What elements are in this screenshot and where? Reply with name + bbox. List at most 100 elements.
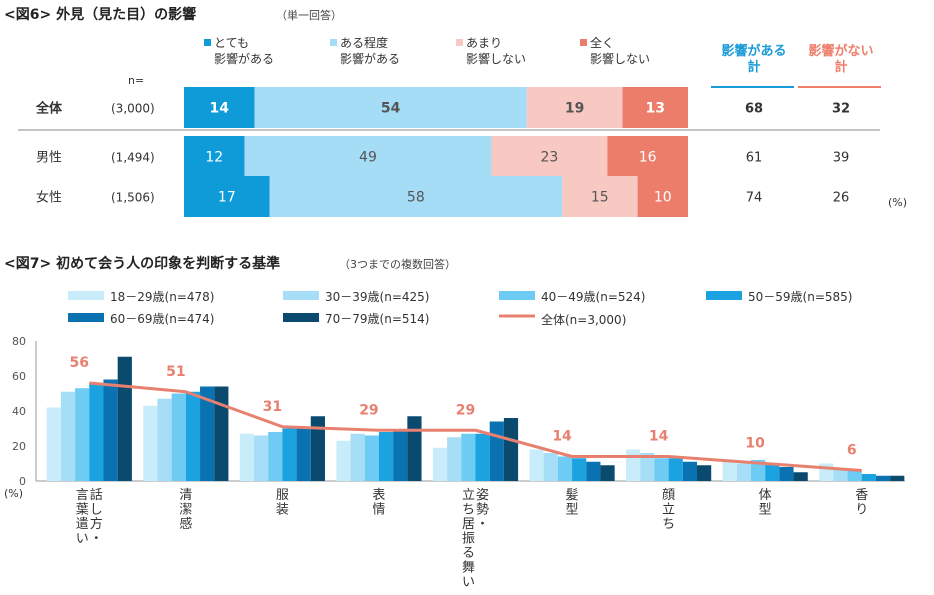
fig7-category-char: 顔 [662, 488, 675, 503]
fig7-category-char: 髪 [566, 488, 579, 503]
fig6-affected-value: 61 [746, 151, 763, 166]
fig6-row-n: (1,494) [111, 151, 155, 165]
fig7-total-label: 29 [359, 402, 378, 418]
fig7-legend-total-label: 全体(n=3,000) [541, 312, 626, 327]
fig7-bar [60, 391, 76, 481]
fig7-total-label: 31 [263, 399, 282, 415]
fig7-total-label: 6 [847, 443, 857, 459]
fig7-category-char: ち [462, 503, 475, 518]
fig6-segment-label: 54 [381, 101, 401, 117]
fig7-bar [393, 430, 408, 481]
fig6-row-label: 男性 [36, 151, 62, 166]
fig7-total-label: 51 [166, 364, 185, 380]
fig7-bar [378, 432, 394, 481]
fig6-legend-swatch [330, 39, 337, 46]
fig7-category-char: ・ [90, 532, 103, 547]
fig7-bar [529, 449, 544, 481]
fig7-bar [861, 474, 876, 481]
fig7-category-char: 清 [179, 488, 192, 503]
fig6-row-label: 女性 [36, 190, 62, 206]
fig7-ytick: 60 [12, 370, 26, 383]
fig7-total-line [89, 381, 862, 472]
fig7-bar [239, 433, 254, 481]
fig7-legend-swatch [706, 291, 742, 300]
fig7-bar [779, 467, 794, 481]
fig7-total-label: 56 [70, 355, 89, 371]
fig7-category-char: 姿 [476, 487, 489, 503]
fig7-ytick: 40 [12, 405, 26, 418]
fig7-legend-label: 70－79歳(n=514) [325, 312, 429, 326]
fig7-bar [503, 418, 519, 481]
fig6-stack-segment [637, 176, 688, 217]
fig6-stack-segment [244, 136, 492, 177]
fig7-category-char: 葉 [76, 503, 89, 518]
fig7-title: <図7> 初めて会う人の印象を判断する基準 [4, 255, 280, 272]
fig7-legend-label: 18－29歳(n=478) [110, 290, 214, 304]
fig7-total-label: 14 [552, 429, 572, 445]
fig6-legend-label: 影響がある [340, 51, 400, 66]
fig7-category-char: 型 [566, 503, 579, 518]
fig7-ytick: 80 [12, 335, 26, 348]
fig7-bar [654, 458, 669, 481]
fig7-bar [75, 388, 90, 481]
fig7-bar [296, 426, 311, 481]
fig7-category-char: 情 [372, 503, 385, 518]
fig6-title: <図6> 外見（見た目）の影響 [4, 6, 196, 23]
fig7-bar [336, 440, 351, 481]
fig6-segment-label: 14 [210, 101, 230, 117]
fig7-ytick: 0 [19, 475, 26, 488]
fig7-bar [736, 463, 751, 481]
fig6-legend-swatch [204, 39, 211, 46]
fig7-total-label: 10 [745, 436, 765, 452]
fig6-not-affected-value: 39 [833, 151, 850, 166]
fig7-category-char: 方 [90, 516, 103, 532]
fig6-legend-swatch [456, 39, 463, 46]
fig7-subtitle: （3つまでの複数回答） [339, 257, 456, 271]
fig7-category-char: 言 [76, 488, 89, 503]
fig6-n-label: n= [128, 74, 144, 87]
fig7-category-char: い [76, 532, 89, 547]
fig6-not-affected-value: 32 [832, 102, 850, 117]
fig7-legend-label: 60－69歳(n=474) [110, 312, 214, 326]
fig7-bar [117, 356, 132, 481]
fig7-category-char: 勢 [476, 503, 489, 518]
fig7-bar [750, 460, 766, 481]
fig7-category-char: し [90, 503, 103, 518]
fig7-category-char: 立 [462, 488, 475, 503]
fig7-bar [572, 458, 587, 481]
fig6-segment-label: 15 [591, 190, 609, 206]
fig6-segment-label: 17 [218, 190, 236, 206]
fig6-stack-segment [269, 176, 562, 217]
fig6-segment-label: 19 [565, 101, 584, 117]
fig7-category-char: ・ [476, 517, 489, 532]
fig6-not-affected-value: 26 [833, 191, 850, 206]
fig7-category-char: 居 [462, 517, 475, 532]
fig6-stack-segment [254, 87, 527, 128]
fig7-category-char: 立 [662, 503, 675, 518]
fig6-segment-label: 23 [540, 150, 558, 166]
fig7-legend-label: 50－59歳(n=585) [748, 290, 852, 304]
fig7-bar [489, 421, 504, 481]
fig7-category-char: 潔 [179, 503, 192, 518]
fig7-bar [461, 433, 476, 481]
fig6-summary-header: 計 [834, 59, 847, 75]
fig7-ytick: 20 [12, 440, 26, 453]
fig7-category-char: 話 [90, 487, 103, 503]
fig7-bar [682, 461, 698, 481]
fig7-ylabel: (%) [4, 487, 23, 500]
fig7-legend-swatch [283, 291, 319, 300]
fig6-stack-segment [607, 136, 688, 177]
fig6-row-n: (1,506) [111, 191, 155, 205]
fig7-bar [890, 475, 905, 481]
fig6-segment-label: 10 [654, 190, 672, 206]
fig7-category-char: 型 [759, 503, 772, 518]
fig7-bar [586, 461, 601, 481]
fig6-stack-segment [491, 136, 608, 177]
fig6-stack-segment [184, 176, 270, 217]
fig7-bar [407, 416, 422, 481]
fig6-segment-label: 12 [205, 150, 223, 166]
fig6-stack-segment [622, 87, 688, 128]
fig6-segment-label: 13 [645, 101, 664, 117]
fig7-bar [364, 435, 379, 481]
fig6-unit: (%) [888, 196, 907, 209]
